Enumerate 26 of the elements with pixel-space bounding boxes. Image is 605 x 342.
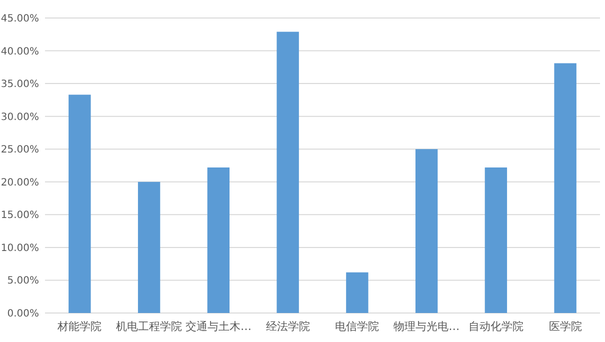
- y-tick-label: 5.00%: [7, 276, 39, 287]
- bar: [207, 167, 230, 313]
- bar: [415, 149, 438, 313]
- y-tick-label: 35.00%: [0, 79, 39, 90]
- x-tick-label: 经法学院: [266, 320, 310, 333]
- bar: [276, 32, 299, 313]
- y-tick-label: 30.00%: [0, 112, 39, 123]
- x-tick-label: 交通与土木…: [185, 320, 252, 333]
- x-tick-label: 机电工程学院: [116, 320, 182, 333]
- y-tick-label: 20.00%: [0, 177, 39, 188]
- x-tick-label: 医学院: [548, 320, 582, 333]
- bar: [554, 63, 576, 313]
- y-tick-label: 15.00%: [0, 210, 39, 222]
- bar: [346, 272, 368, 313]
- x-tick-label: 自动化学院: [468, 320, 524, 333]
- bar: [138, 182, 160, 313]
- y-tick-label: 40.00%: [0, 46, 39, 58]
- y-tick-label: 25.00%: [0, 144, 39, 156]
- x-tick-label: 物理与光电…: [394, 320, 460, 333]
- bar: [484, 167, 508, 313]
- x-tick-label: 电信学院: [335, 320, 380, 333]
- y-tick-label: 10.00%: [0, 242, 39, 254]
- bar: [68, 94, 91, 313]
- y-tick-label: 45.00%: [0, 14, 39, 24]
- y-tick-label: 0.00%: [7, 308, 39, 320]
- x-tick-label: 材能学院: [56, 320, 102, 333]
